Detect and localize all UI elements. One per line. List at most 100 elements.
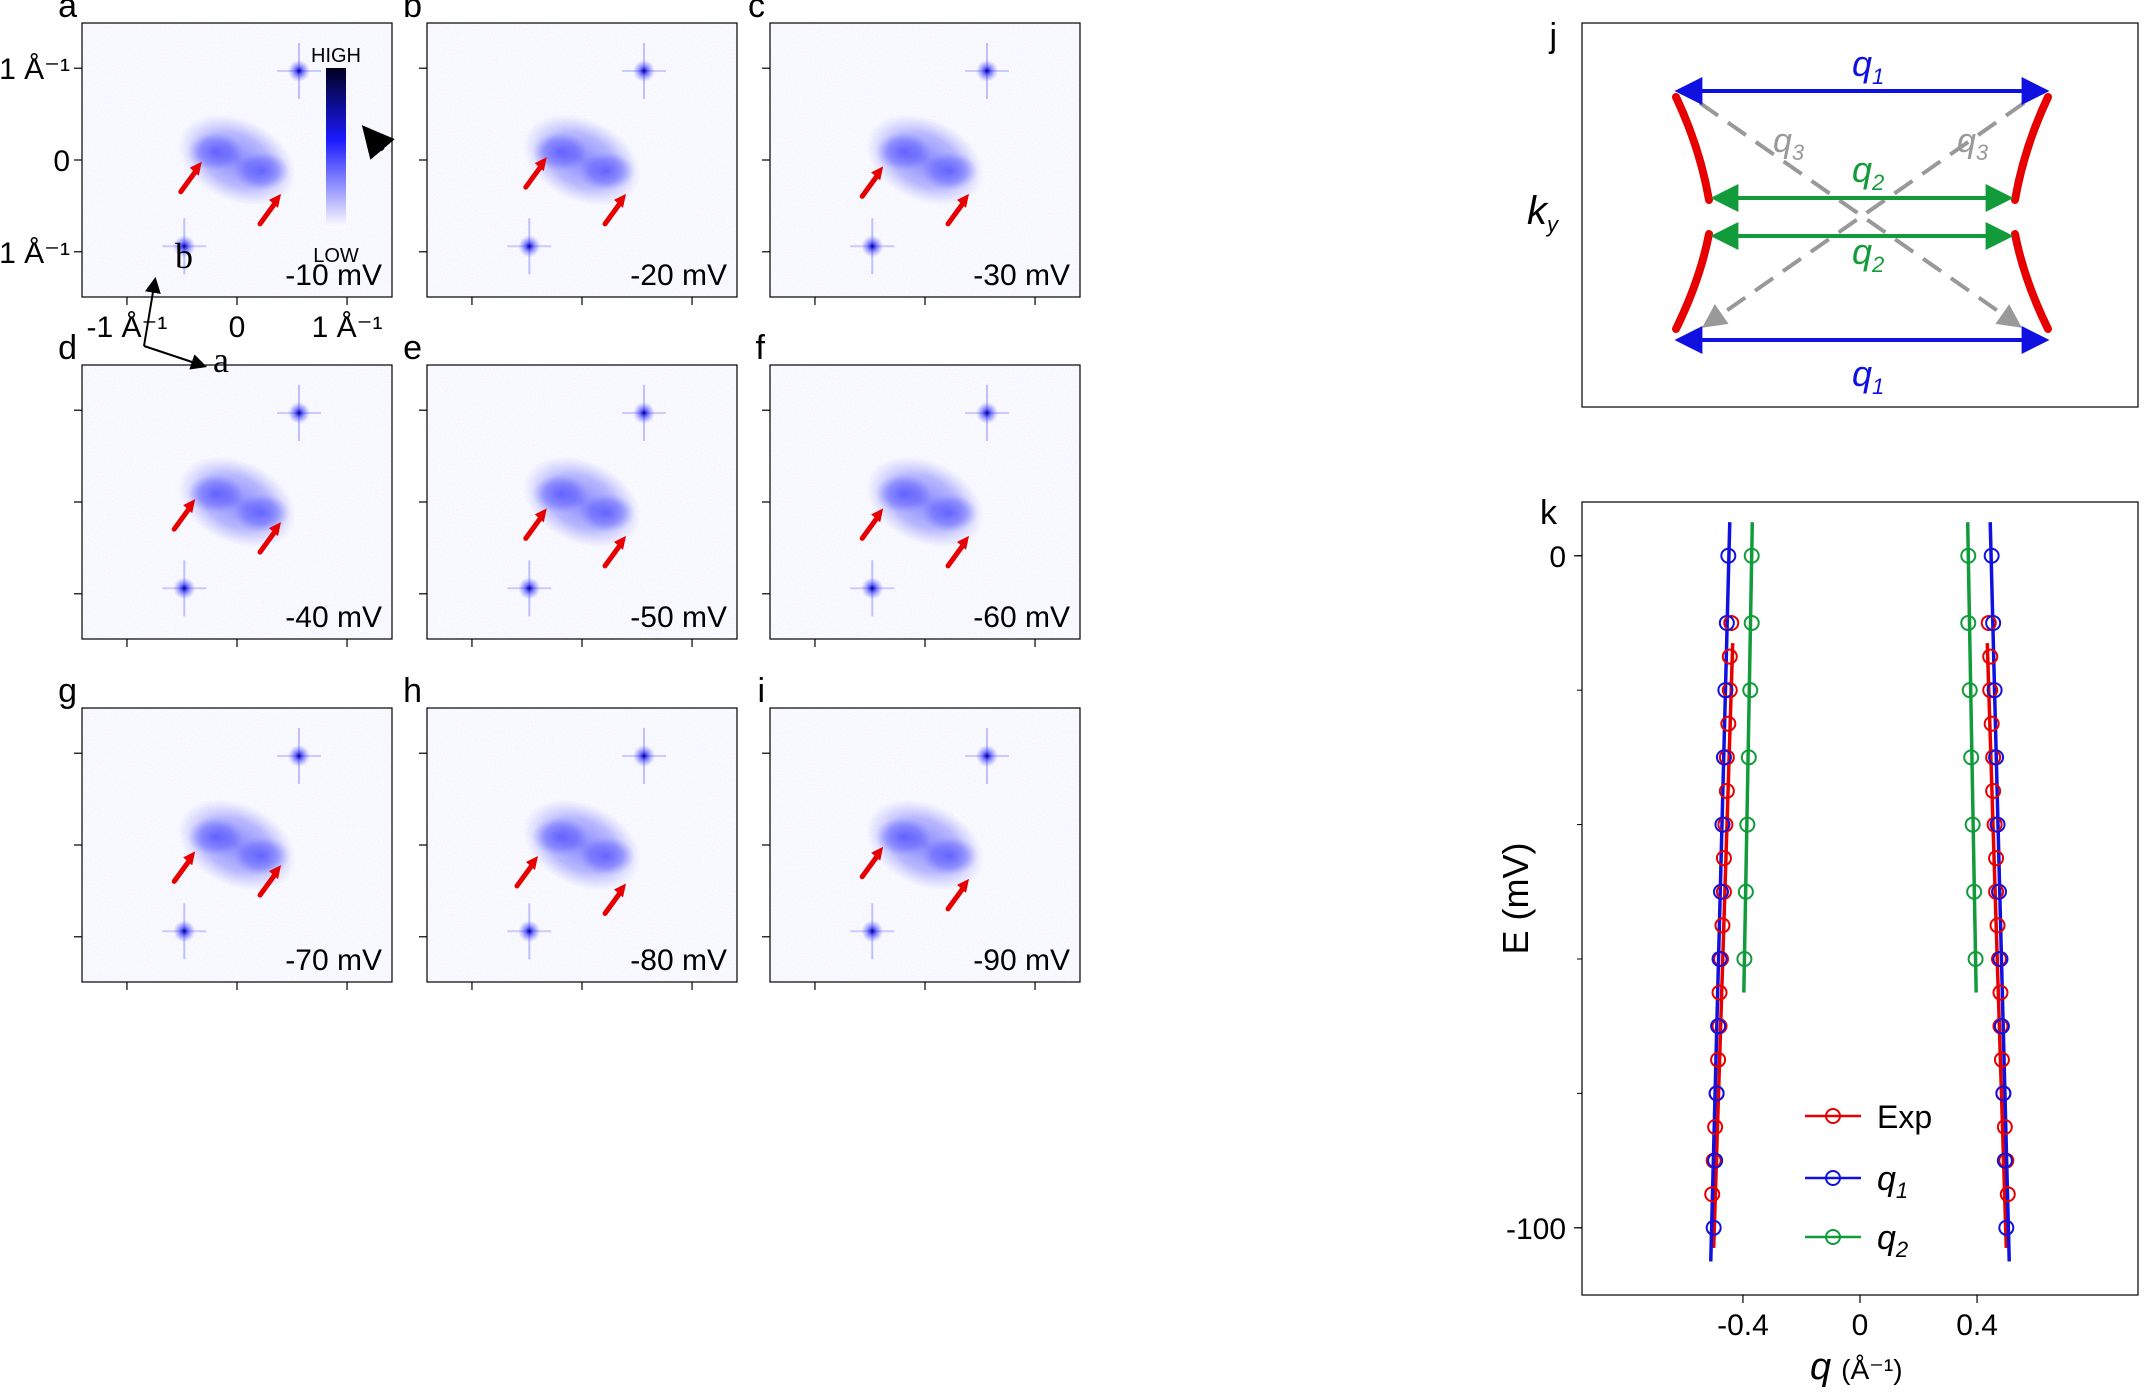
y-tick-label: 1 Å⁻¹ bbox=[0, 53, 70, 86]
data-point-q1 bbox=[1705, 1219, 1722, 1236]
lattice-b-label: b bbox=[175, 236, 193, 276]
energy-label: -40 mV bbox=[285, 601, 382, 634]
colorbar-high-label: HIGH bbox=[311, 45, 361, 67]
q3-vector bbox=[1698, 101, 2022, 328]
data-point-Exp bbox=[1985, 782, 2002, 799]
legend-label-sub: 1 bbox=[1896, 1178, 1908, 1203]
fit-line-q2 bbox=[1965, 522, 1978, 993]
bragg-peak bbox=[518, 235, 541, 258]
red-arrowhead bbox=[871, 166, 884, 181]
panel-letter: g bbox=[58, 672, 77, 710]
data-point-q2 bbox=[1967, 950, 1984, 967]
fermi-surface-arc bbox=[2011, 230, 2052, 333]
data-point-Exp bbox=[1704, 1186, 1721, 1203]
energy-label: -20 mV bbox=[630, 259, 727, 292]
data-point-Exp bbox=[1714, 917, 1731, 934]
data-point-Exp bbox=[1723, 614, 1740, 631]
data-point-q1 bbox=[1714, 816, 1731, 833]
energy-label: -70 mV bbox=[285, 944, 382, 977]
data-point-q2 bbox=[1964, 816, 1981, 833]
red-arrow bbox=[257, 199, 279, 227]
data-point-Exp bbox=[1996, 1118, 2013, 1135]
panel-letter: e bbox=[403, 329, 422, 367]
legend-marker bbox=[1825, 1108, 1841, 1124]
data-point-q1 bbox=[1995, 1085, 2012, 1102]
data-point-Exp bbox=[1988, 850, 2005, 867]
data-point-Exp bbox=[1993, 1051, 2010, 1068]
ky-label: ky bbox=[1527, 189, 1560, 237]
data-point-q1 bbox=[1986, 682, 2003, 699]
fermi-surface-arc bbox=[1672, 93, 1713, 204]
q1-label-sub: 1 bbox=[1872, 64, 1884, 89]
q2-label-main: q bbox=[1852, 231, 1872, 272]
energy-label: -30 mV bbox=[973, 259, 1070, 292]
plot-frame bbox=[1581, 501, 2139, 1296]
central-lobe bbox=[532, 817, 589, 856]
central-lobe bbox=[187, 817, 244, 856]
central-lobe bbox=[921, 836, 978, 876]
central-lobe bbox=[233, 151, 290, 191]
panel-g: g -70 mV bbox=[58, 672, 393, 990]
panel-letter: k bbox=[1540, 494, 1558, 532]
y-axis-label: E (mV) bbox=[1495, 843, 1536, 955]
data-point-q1 bbox=[1717, 682, 1734, 699]
panel-letter: a bbox=[58, 0, 77, 25]
fermi-surface-arc bbox=[2011, 93, 2052, 204]
red-arrow bbox=[945, 541, 967, 569]
red-arrowhead bbox=[534, 508, 547, 523]
data-point-q2 bbox=[1963, 749, 1980, 766]
bragg-peak bbox=[288, 744, 310, 767]
q3-label: q3 bbox=[1957, 122, 1989, 165]
red-arrow bbox=[602, 541, 624, 569]
y-tick-label: 0 bbox=[53, 145, 70, 178]
data-point-q1 bbox=[1713, 883, 1729, 900]
red-arrow bbox=[945, 199, 967, 227]
data-point-Exp bbox=[1989, 917, 2006, 934]
fit-line-Exp bbox=[1711, 643, 1735, 1249]
bragg-peak bbox=[633, 59, 655, 82]
x-tick-label: 0 bbox=[229, 311, 246, 344]
red-arrowhead bbox=[614, 193, 627, 208]
bragg-peak bbox=[861, 577, 884, 600]
central-lobe bbox=[233, 836, 290, 876]
energy-label: -10 mV bbox=[285, 259, 382, 292]
legend-label-main: q bbox=[1877, 1160, 1896, 1198]
q3-label-main: q bbox=[1773, 122, 1792, 160]
red-arrowhead bbox=[871, 508, 884, 523]
central-lobe bbox=[187, 474, 244, 513]
red-arrow bbox=[602, 199, 624, 227]
red-arrowhead bbox=[269, 193, 282, 208]
central-lobe bbox=[187, 132, 244, 171]
data-point-q1 bbox=[1720, 547, 1737, 564]
data-point-q2 bbox=[1743, 614, 1760, 631]
red-arrowhead bbox=[957, 878, 970, 893]
red-arrowhead bbox=[183, 499, 196, 514]
red-arrow bbox=[523, 513, 545, 541]
red-arrowhead bbox=[269, 522, 282, 537]
red-arrowhead bbox=[957, 193, 970, 208]
data-point-Exp bbox=[1710, 1051, 1727, 1068]
fit-line-Exp bbox=[1985, 643, 2009, 1249]
central-lobe bbox=[578, 151, 635, 191]
data-point-q2 bbox=[1736, 950, 1753, 967]
red-arrowhead bbox=[525, 855, 538, 870]
black-arrow bbox=[361, 125, 395, 160]
red-arrow bbox=[257, 527, 279, 555]
data-point-q1 bbox=[1983, 547, 2000, 564]
data-point-q1 bbox=[1710, 1018, 1727, 1035]
data-point-q2 bbox=[1961, 682, 1978, 699]
x-axis-symbol: q bbox=[1810, 1346, 1831, 1388]
bragg-peak bbox=[173, 577, 196, 600]
central-lobe bbox=[532, 132, 589, 171]
central-lobe bbox=[875, 817, 932, 856]
data-point-q1 bbox=[1707, 1152, 1724, 1169]
central-lobe bbox=[578, 836, 635, 876]
colorbar-low-label: LOW bbox=[313, 245, 359, 267]
red-arrowhead bbox=[871, 846, 884, 861]
panel-letter: f bbox=[756, 329, 766, 367]
data-point-q2 bbox=[1740, 749, 1757, 766]
panel-e: e -50 mV bbox=[403, 329, 738, 647]
q2-label-sub: 2 bbox=[1871, 252, 1884, 277]
red-arrow bbox=[523, 162, 545, 190]
q2-label: q2 bbox=[1852, 231, 1884, 277]
